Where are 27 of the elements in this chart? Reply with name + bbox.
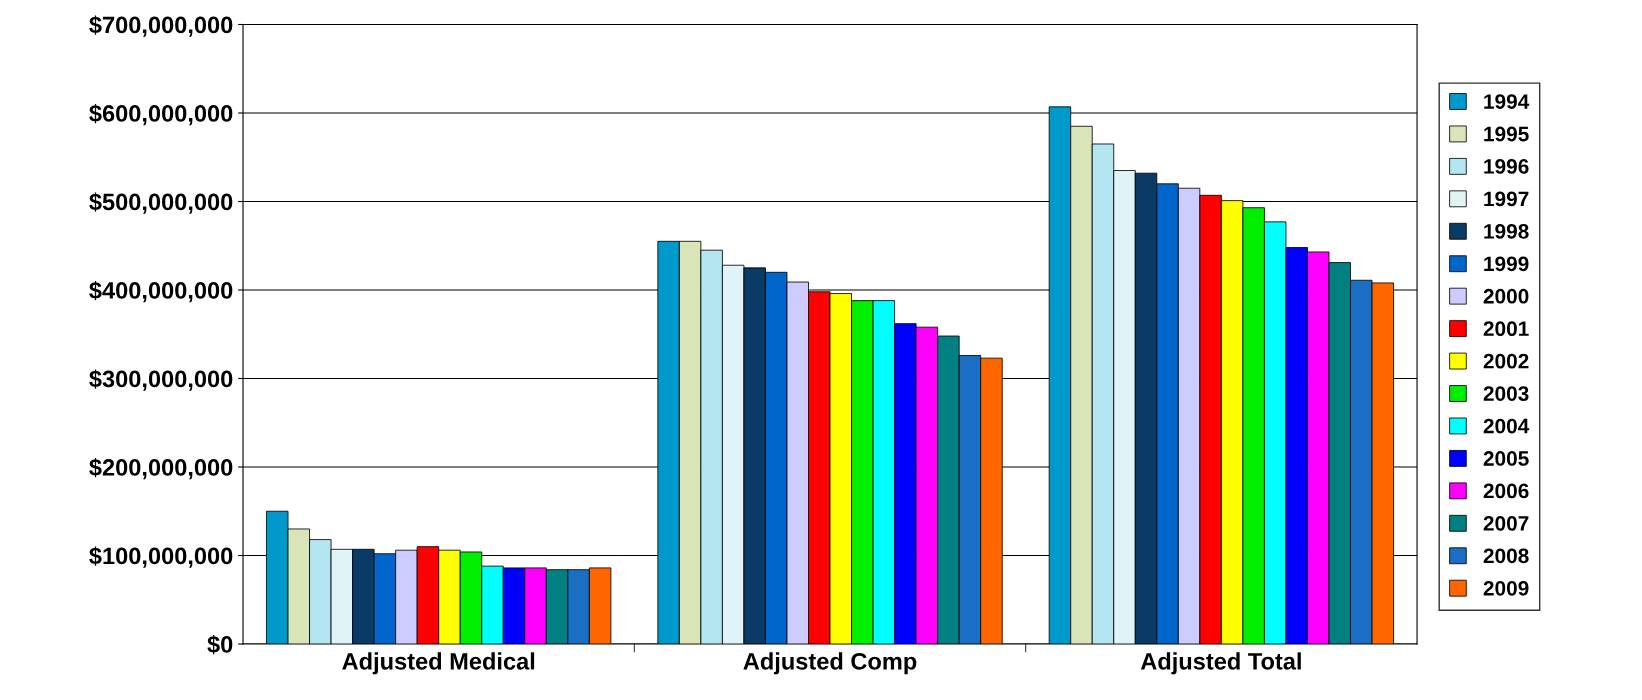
y-tick-label: $300,000,000 xyxy=(89,369,233,391)
legend-label: 2007 xyxy=(1483,516,1529,531)
legend-label: 1999 xyxy=(1484,256,1529,272)
legend-label: 2002 xyxy=(1483,353,1529,369)
y-tick-label: $500,000,000 xyxy=(89,192,233,214)
y-tick-label: $700,000,000 xyxy=(89,15,233,37)
legend-label: 1996 xyxy=(1484,159,1529,174)
legend-label: 2008 xyxy=(1483,548,1529,564)
y-tick-label: $400,000,000 xyxy=(89,281,233,303)
legend-label: 1998 xyxy=(1484,223,1529,239)
legend-label: 1997 xyxy=(1484,191,1529,207)
legend-label: 2000 xyxy=(1483,288,1529,304)
legend-label: 2009 xyxy=(1483,580,1529,596)
y-tick-label: $600,000,000 xyxy=(89,104,233,126)
legend-label: 2004 xyxy=(1483,418,1530,434)
legend-label: 2003 xyxy=(1483,386,1529,401)
legend-label: 2005 xyxy=(1483,451,1529,466)
legend-label: 1995 xyxy=(1484,126,1529,142)
legend-label: 1994 xyxy=(1484,94,1530,109)
y-tick-label: $200,000,000 xyxy=(89,458,233,480)
x-tick-label: Adjusted Total xyxy=(1140,652,1301,675)
legend-label: 2001 xyxy=(1483,321,1529,337)
y-tick-label: $0 xyxy=(207,635,233,655)
x-tick-label: Adjusted Comp xyxy=(743,652,917,675)
y-tick-label: $100,000,000 xyxy=(89,546,233,568)
legend-label: 2006 xyxy=(1483,483,1529,499)
x-tick-label: Adjusted Medical xyxy=(342,652,535,675)
